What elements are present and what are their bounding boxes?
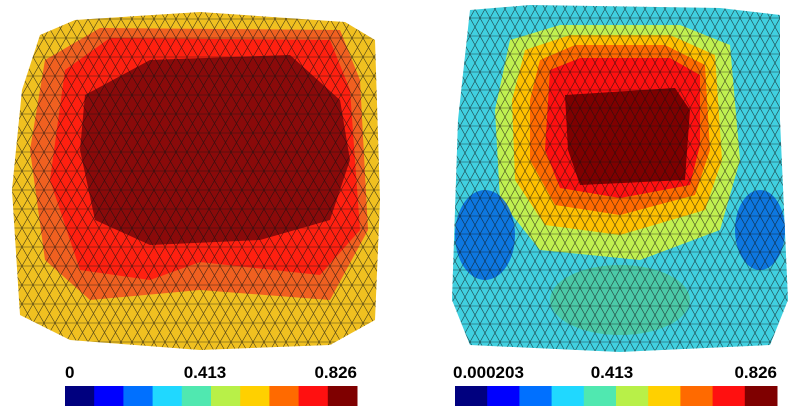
colorbar-left: 0 0.413 0.826 [65,363,358,406]
colorbar-swatch [680,386,714,406]
colorbar-swatch [152,386,183,406]
colorbar-swatch [298,386,329,406]
colorbar-label: 0 [65,363,74,382]
colorbar-swatch [551,386,585,406]
colorbar-right: 0.000203 0.413 0.826 [453,363,778,406]
colorbar-swatch [616,386,649,406]
colorbar-label: 0.413 [591,363,634,382]
left-mesh [12,12,380,350]
colorbar-label: 0.000203 [453,363,524,382]
colorbar-label: 0.413 [184,363,227,382]
colorbar-swatch [269,386,300,406]
colorbar-swatch [583,386,617,406]
colorbar-label: 0.826 [734,363,777,382]
colorbar-swatch [65,386,95,406]
colorbar-swatch [487,386,520,406]
colorbar-swatch [519,386,553,406]
colorbar-swatch [744,386,778,406]
colorbar-swatch [211,386,241,406]
colorbar-swatch [181,386,212,406]
colorbar-swatch [455,386,488,406]
colorbar-swatch [648,386,681,406]
colorbar-swatch [712,386,746,406]
colorbar-swatch [327,386,358,406]
right-mesh [452,5,788,352]
colorbar-swatch [240,386,270,406]
colorbar-label: 0.826 [314,363,357,382]
colorbar-swatch [123,386,154,406]
colorbar-swatch [94,386,124,406]
